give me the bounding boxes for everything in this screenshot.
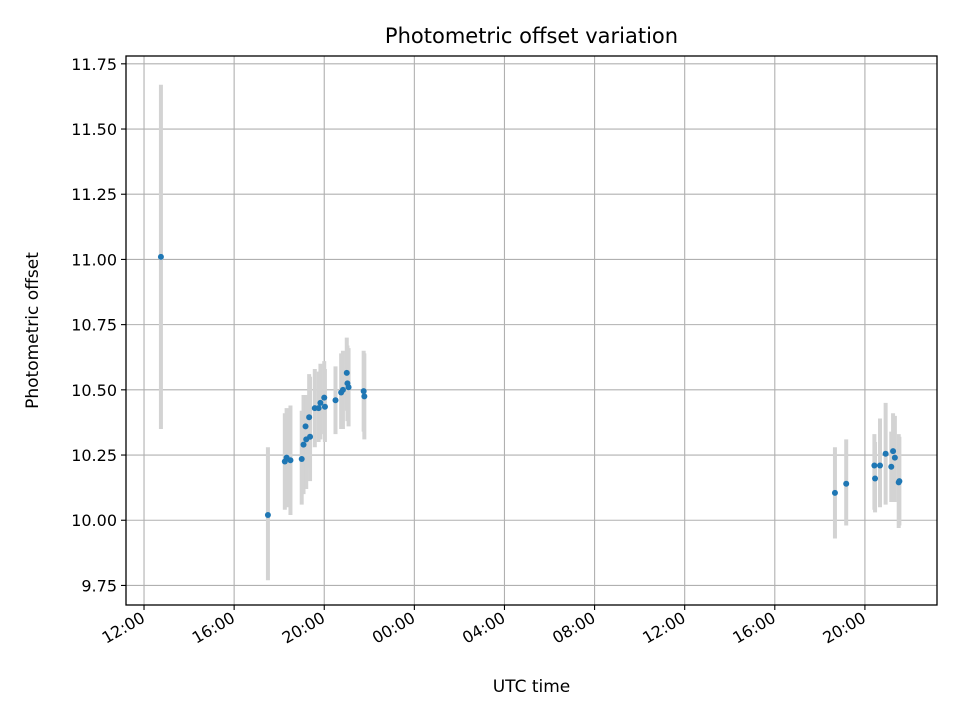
- data-point: [298, 455, 305, 462]
- y-tick-label: 10.75: [71, 316, 117, 335]
- y-tick-label: 10.50: [71, 381, 117, 400]
- data-point: [307, 433, 314, 440]
- data-point: [871, 462, 878, 469]
- y-tick-label: 10.25: [71, 446, 117, 465]
- data-point: [315, 405, 322, 412]
- data-point: [339, 386, 346, 393]
- data-point: [361, 393, 368, 400]
- data-point: [888, 463, 895, 470]
- data-point: [843, 480, 850, 487]
- data-point: [831, 489, 838, 496]
- data-point: [332, 397, 339, 404]
- data-point: [157, 253, 164, 260]
- data-point: [872, 475, 879, 482]
- data-point: [882, 450, 889, 457]
- grid-lines: [126, 56, 937, 605]
- data-point: [302, 423, 309, 430]
- data-point: [321, 394, 328, 401]
- y-tick-label: 9.75: [81, 576, 117, 595]
- y-tick-label: 10.00: [71, 511, 117, 530]
- y-tick-label: 11.50: [71, 120, 117, 139]
- data-point: [891, 454, 898, 461]
- plot-frame: [125, 55, 938, 606]
- data-point: [287, 457, 294, 464]
- data-point: [877, 462, 884, 469]
- x-axis-label: UTC time: [493, 677, 571, 697]
- y-tick-label: 11.25: [71, 185, 117, 204]
- y-axis-label: Photometric offset: [23, 252, 43, 409]
- data-point: [300, 441, 307, 448]
- data-point: [321, 403, 328, 410]
- data-point: [264, 512, 271, 519]
- data-point: [317, 399, 324, 406]
- data-points: [157, 253, 903, 519]
- y-tick-label: 11.75: [71, 55, 117, 74]
- y-tick-label: 11.00: [71, 250, 117, 269]
- y-axis-ticks: 9.75 10.00 10.25 10.50 10.75 11.00 11.25 11.50 1…: [71, 55, 126, 595]
- data-point: [360, 388, 367, 395]
- data-point: [896, 478, 903, 485]
- data-point: [345, 384, 352, 391]
- chart-title: Photometric offset variation: [385, 24, 678, 48]
- data-point: [343, 369, 350, 376]
- data-point: [890, 448, 897, 455]
- data-point: [306, 414, 313, 421]
